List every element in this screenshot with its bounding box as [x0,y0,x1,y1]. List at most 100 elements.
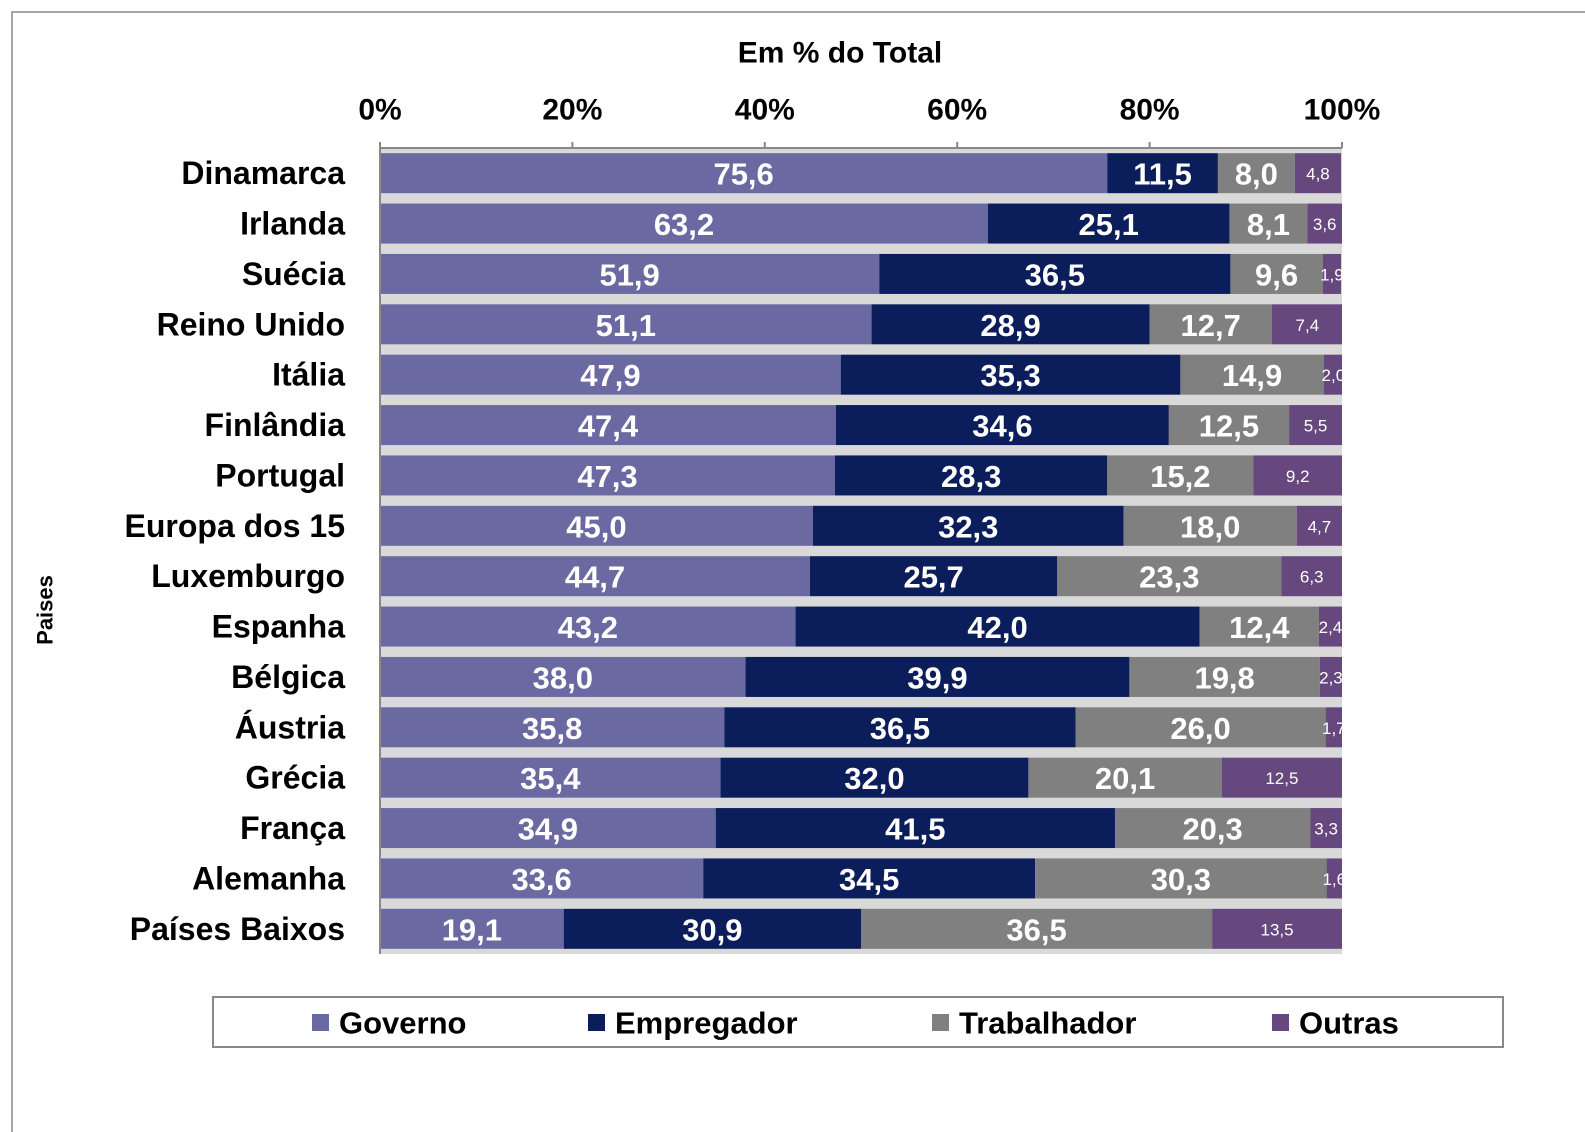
data-label: 20,1 [1095,761,1155,796]
bar-segment [1114,808,1311,849]
bar-segment [1199,606,1319,647]
data-label: 12,4 [1229,610,1290,645]
x-tick-label: 20% [542,94,602,127]
bar-segment [380,656,746,697]
bar-segment [1296,505,1342,546]
data-label: 32,0 [844,761,904,796]
y-tick-label: Reino Unido [157,306,345,342]
data-label: 2,0 [1322,366,1346,385]
data-label: 51,1 [596,308,656,343]
data-label: 3,3 [1314,820,1338,839]
y-tick-label: Luxemburgo [151,558,345,594]
bar-segment [1107,455,1254,496]
x-tick-label: 100% [1304,94,1381,127]
bar-segment [563,908,861,949]
data-label: 63,2 [654,207,714,242]
data-label: 19,1 [442,912,502,947]
data-label: 4,7 [1308,517,1332,536]
bar-segment [1307,203,1342,244]
data-label: 19,8 [1194,660,1254,695]
data-label: 26,0 [1170,711,1230,746]
y-tick-label: Espanha [212,609,346,645]
bar-segment [380,556,811,597]
legend-swatch [588,1014,605,1031]
data-label: 28,9 [980,308,1040,343]
data-label: 34,5 [839,862,899,897]
x-tick-label: 40% [735,94,795,127]
bar-segment [720,757,1029,798]
data-label: 7,4 [1296,316,1320,335]
bar-segment [1129,656,1320,697]
data-label: 34,9 [518,812,578,847]
bar-segment [724,707,1076,748]
x-tick-label: 0% [358,94,401,127]
data-label: 8,1 [1247,207,1290,242]
bar-segment [1319,656,1342,697]
data-label: 6,3 [1300,568,1324,587]
data-label: 1,6 [1322,870,1346,889]
data-label: 18,0 [1180,509,1240,544]
data-label: 25,7 [903,560,963,595]
bar-segment [380,354,841,395]
data-label: 32,3 [938,509,998,544]
legend-swatch [1272,1014,1289,1031]
data-label: 28,3 [941,459,1001,494]
y-tick-label: Bélgica [231,659,345,695]
data-label: 44,7 [565,560,625,595]
data-label: 9,2 [1286,467,1310,486]
bar-segment [380,707,725,748]
y-tick-label: Grécia [245,760,345,796]
y-tick-label: Áustria [235,709,345,745]
bar-segment [703,858,1036,899]
bar-segment [380,808,716,849]
bar-segment [812,505,1124,546]
x-tick-label: 80% [1120,94,1180,127]
bar-segment [745,656,1130,697]
data-label: 2,4 [1319,618,1343,637]
bar-segment [380,405,836,446]
data-label: 20,3 [1182,812,1242,847]
bar-segment [380,606,796,647]
y-tick-label: Finlândia [205,407,346,443]
bar-segment [987,203,1230,244]
y-tick-label: Dinamarca [181,155,345,191]
data-label: 12,7 [1181,308,1241,343]
bar-segment [835,455,1108,496]
bar-segment [1168,405,1290,446]
y-axis-label: Paises [33,575,58,645]
x-tick-label: 60% [927,94,987,127]
data-label: 34,6 [972,409,1032,444]
bar-segment [1323,354,1342,395]
bar-segment [840,354,1181,395]
data-label: 42,0 [967,610,1027,645]
data-label: 45,0 [566,509,626,544]
data-label: 12,5 [1199,409,1259,444]
data-label: 8,0 [1235,157,1278,192]
data-label: 35,3 [980,358,1040,393]
y-tick-label: Europa dos 15 [125,508,346,544]
data-label: 36,5 [870,711,930,746]
data-label: 39,9 [907,660,967,695]
data-label: 25,1 [1079,207,1139,242]
data-label: 30,9 [682,912,742,947]
data-label: 38,0 [533,660,593,695]
bar-segment [380,203,988,244]
bar-segment [1253,455,1342,496]
bar-segment [1318,606,1342,647]
data-label: 36,5 [1006,912,1066,947]
bar-segment [879,253,1231,294]
data-label: 2,3 [1319,668,1343,687]
data-label: 13,5 [1261,920,1294,939]
data-label: 14,9 [1222,358,1282,393]
data-label: 4,8 [1306,165,1330,184]
bar-segment [1075,707,1326,748]
legend-label: Outras [1299,1006,1399,1041]
bar-segment [1180,354,1324,395]
bar-segment [835,405,1169,446]
data-label: 11,5 [1133,157,1192,192]
data-label: 33,6 [511,862,571,897]
y-tick-label: Suécia [242,256,345,292]
data-label: 3,6 [1313,215,1337,234]
bar-segment [1149,304,1272,345]
data-label: 47,3 [577,459,637,494]
